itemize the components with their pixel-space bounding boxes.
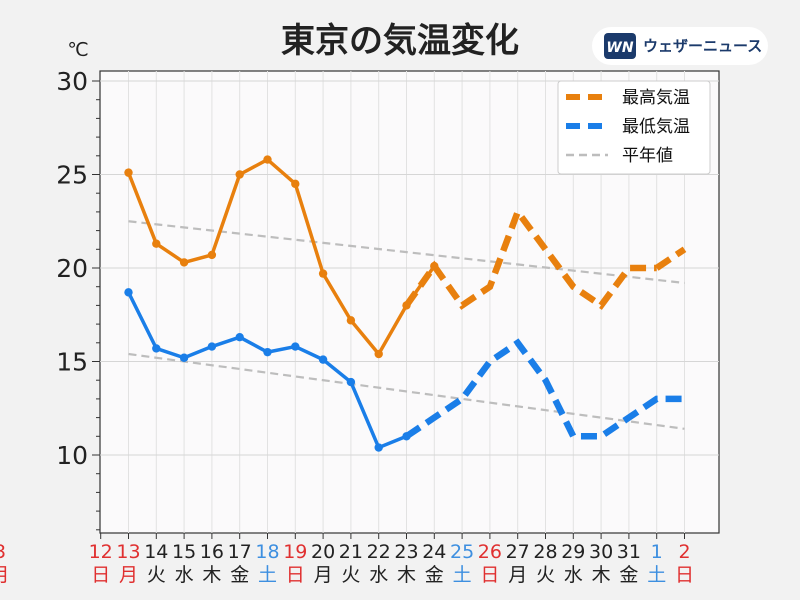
x-tick-date: 22: [367, 541, 391, 563]
normal-line: [128, 352, 685, 430]
data-point-high: [207, 250, 217, 260]
chart-title: 東京の気温変化: [281, 21, 519, 61]
x-tick-date: 15: [172, 541, 196, 563]
y-tick-label: 10: [56, 441, 88, 470]
data-point-low: [263, 347, 272, 357]
data-point-high: [346, 316, 356, 325]
x-tick-day: 月: [508, 564, 527, 586]
forecast-line-high-extra: [654, 246, 687, 271]
x-tick-date: 24: [422, 541, 446, 563]
data-point-high: [291, 179, 300, 189]
x-tick-day: 日: [286, 564, 305, 586]
data-point-high: [430, 261, 439, 271]
legend-box: [557, 80, 711, 175]
y-tick-label: 25: [56, 161, 88, 190]
data-point-low: [318, 355, 328, 364]
x-tick-date: 2: [678, 541, 690, 563]
data-point-high: [374, 349, 383, 359]
forecast-line-low: [404, 338, 685, 440]
data-point-high: [263, 155, 272, 164]
x-tick-day: 土: [647, 564, 666, 586]
x-tick-date: 23: [394, 541, 418, 563]
legend: 最高気温 最低気温 平年値: [557, 80, 711, 175]
x-tick-day: 土: [258, 564, 277, 586]
x-tick-day: 日: [91, 564, 110, 586]
x-tick-date: 21: [339, 541, 363, 563]
x-tick-day: 月: [119, 564, 138, 586]
data-point-high: [402, 301, 411, 310]
observed-line-high: [126, 157, 436, 356]
y-axis-unit: ℃: [67, 39, 88, 61]
x-tick-date: 13: [116, 541, 140, 563]
y-tick-label: 15: [56, 348, 88, 377]
legend-label-high: 最高気温: [622, 88, 690, 108]
x-tick-day: 月: [314, 564, 333, 586]
x-tick-date: 31: [617, 541, 641, 563]
data-point-high: [124, 168, 133, 177]
brand-name: ウェザーニュース: [643, 37, 762, 55]
x-tick-date: 17: [228, 541, 252, 563]
data-point-high: [152, 239, 161, 248]
legend-label-low: 最低気温: [622, 117, 690, 137]
x-tick-date: 16: [200, 541, 224, 563]
x-tick-day: 木: [202, 564, 221, 586]
x-tick-date: 14: [144, 541, 168, 563]
x-tick-date: 18: [255, 541, 279, 563]
x-tick-date: 19: [283, 541, 307, 563]
x-tick-date: 29: [561, 541, 585, 563]
x-tick-date: 25: [450, 541, 474, 563]
x-tick-day: 火: [341, 564, 360, 586]
x-tick-day: 土: [453, 564, 472, 586]
data-point-low: [374, 443, 383, 452]
x-tick-day: 日: [675, 564, 694, 586]
data-point-high: [318, 269, 328, 278]
x-tick-date: 3: [0, 541, 6, 563]
data-point-low: [124, 288, 133, 297]
x-tick-day: 金: [619, 564, 638, 586]
y-tick-label: 20: [56, 254, 88, 283]
y-tick-label: 30: [56, 67, 88, 96]
legend-label-normal: 平年値: [622, 146, 673, 166]
x-tick-day: 水: [369, 564, 388, 586]
data-point-low: [207, 342, 217, 351]
series-lines: [124, 155, 687, 452]
x-tick-date: 26: [478, 541, 502, 563]
x-tick-date: 1: [651, 541, 663, 563]
data-point-low: [346, 377, 356, 387]
x-tick-date: 12: [89, 541, 113, 563]
x-tick-day: 金: [425, 564, 444, 586]
data-point-low: [291, 342, 300, 351]
x-tick-day: 木: [397, 564, 416, 586]
x-tick-day: 月: [0, 564, 10, 586]
x-tick-day: 木: [592, 564, 611, 586]
x-tick-date: 28: [533, 541, 557, 563]
brand-logo-text: WN: [606, 40, 633, 56]
brand-badge-bg: [592, 27, 768, 65]
grid-lines: [100, 71, 719, 533]
x-tick-day: 金: [230, 564, 249, 586]
x-tick-day: 火: [536, 564, 555, 586]
brand-badge: WN ウェザーニュース: [592, 27, 768, 65]
x-tick-date: 20: [311, 541, 335, 563]
data-point-low: [235, 332, 244, 342]
y-axis-ticks: 10 15 20 25 30: [56, 67, 100, 531]
data-point-high: [179, 258, 189, 267]
x-tick-day: 火: [147, 564, 166, 586]
x-tick-date: 30: [589, 541, 613, 563]
x-tick-day: 日: [480, 564, 499, 586]
x-axis-ticks: 12日13月14火15水16木17金18土19日20月21火22水23木24金2…: [0, 533, 694, 586]
brand-logo-icon: [604, 33, 636, 59]
x-tick-day: 水: [175, 564, 194, 586]
data-point-high: [235, 170, 244, 179]
forecast-line-high: [403, 205, 657, 310]
data-point-low: [402, 432, 411, 441]
x-tick-date: 27: [506, 541, 530, 563]
data-point-low: [179, 353, 189, 362]
data-point-low: [152, 344, 161, 353]
x-tick-day: 水: [564, 564, 583, 586]
